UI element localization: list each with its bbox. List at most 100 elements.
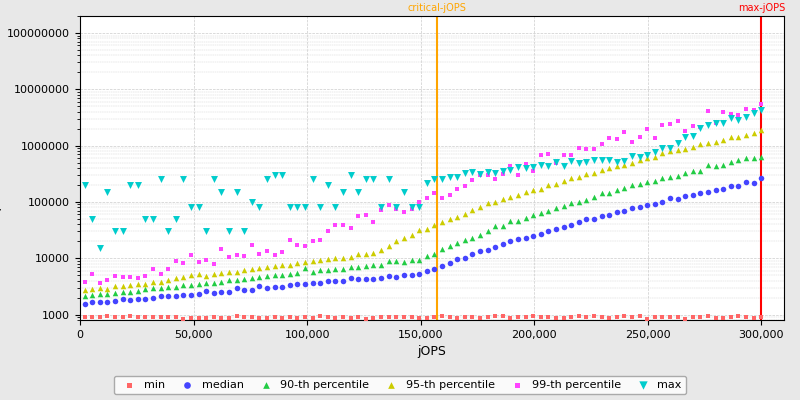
min	[398, 314, 410, 320]
99-th percentile	[337, 222, 350, 229]
median	[185, 292, 198, 298]
99-th percentile	[702, 108, 714, 114]
max	[740, 114, 753, 120]
95-th percentile	[405, 231, 418, 238]
95-th percentile	[329, 255, 342, 262]
max	[496, 167, 509, 174]
median	[686, 191, 699, 198]
min	[298, 314, 311, 320]
95-th percentile	[489, 198, 502, 205]
max	[702, 122, 714, 129]
min	[322, 314, 334, 320]
95-th percentile	[710, 139, 722, 145]
90-th percentile	[725, 159, 738, 165]
90-th percentile	[534, 210, 547, 216]
max	[374, 204, 387, 210]
90-th percentile	[649, 178, 662, 184]
min	[588, 313, 601, 320]
min	[246, 314, 258, 320]
90-th percentile	[610, 187, 623, 193]
median	[146, 295, 159, 301]
max	[717, 120, 730, 126]
95-th percentile	[565, 175, 578, 182]
95-th percentile	[238, 267, 250, 273]
median	[634, 204, 646, 210]
max	[679, 134, 692, 140]
min	[595, 314, 608, 320]
99-th percentile	[413, 199, 426, 206]
90-th percentile	[603, 190, 616, 196]
median	[268, 284, 281, 291]
median	[496, 241, 509, 248]
median	[359, 276, 372, 282]
90-th percentile	[481, 228, 494, 234]
99-th percentile	[595, 141, 608, 147]
90-th percentile	[291, 270, 304, 277]
90-th percentile	[702, 161, 714, 168]
min	[634, 313, 646, 319]
max	[504, 167, 517, 174]
99-th percentile	[641, 126, 654, 133]
median	[367, 276, 380, 282]
95-th percentile	[314, 257, 326, 264]
99-th percentile	[634, 134, 646, 140]
95-th percentile	[435, 219, 448, 226]
median	[649, 201, 662, 207]
99-th percentile	[192, 259, 205, 265]
95-th percentile	[626, 160, 638, 166]
90-th percentile	[382, 258, 395, 264]
99-th percentile	[116, 274, 129, 280]
99-th percentile	[329, 222, 342, 228]
99-th percentile	[580, 146, 593, 152]
max	[124, 182, 137, 188]
90-th percentile	[526, 212, 539, 218]
90-th percentile	[550, 205, 562, 212]
min	[291, 314, 304, 321]
min	[359, 316, 372, 322]
95-th percentile	[717, 137, 730, 144]
90-th percentile	[679, 170, 692, 176]
99-th percentile	[717, 109, 730, 115]
min	[109, 314, 122, 320]
median	[86, 299, 98, 305]
max	[618, 158, 631, 164]
min	[474, 314, 486, 321]
min	[276, 315, 289, 321]
median	[398, 272, 410, 278]
max	[443, 174, 456, 180]
max	[276, 172, 289, 178]
90-th percentile	[283, 271, 296, 278]
median	[329, 278, 342, 284]
90-th percentile	[109, 290, 122, 297]
median	[139, 296, 152, 302]
max	[291, 204, 304, 210]
99-th percentile	[109, 273, 122, 279]
90-th percentile	[443, 243, 456, 250]
min	[382, 313, 395, 320]
99-th percentile	[298, 243, 311, 250]
90-th percentile	[717, 162, 730, 168]
90-th percentile	[207, 280, 220, 286]
99-th percentile	[443, 192, 456, 198]
min	[534, 314, 547, 321]
max	[710, 120, 722, 126]
min	[367, 315, 380, 321]
90-th percentile	[116, 289, 129, 295]
95-th percentile	[374, 247, 387, 254]
max	[398, 189, 410, 195]
90-th percentile	[352, 263, 365, 270]
median	[504, 238, 517, 244]
max	[382, 176, 395, 183]
min	[435, 313, 448, 320]
min	[458, 314, 471, 320]
Text: max-jOPS: max-jOPS	[738, 3, 785, 13]
90-th percentile	[496, 222, 509, 229]
max	[116, 228, 129, 234]
95-th percentile	[298, 259, 311, 265]
min	[352, 314, 365, 320]
95-th percentile	[474, 204, 486, 210]
median	[314, 280, 326, 286]
99-th percentile	[671, 117, 684, 124]
90-th percentile	[94, 291, 106, 297]
median	[702, 189, 714, 196]
